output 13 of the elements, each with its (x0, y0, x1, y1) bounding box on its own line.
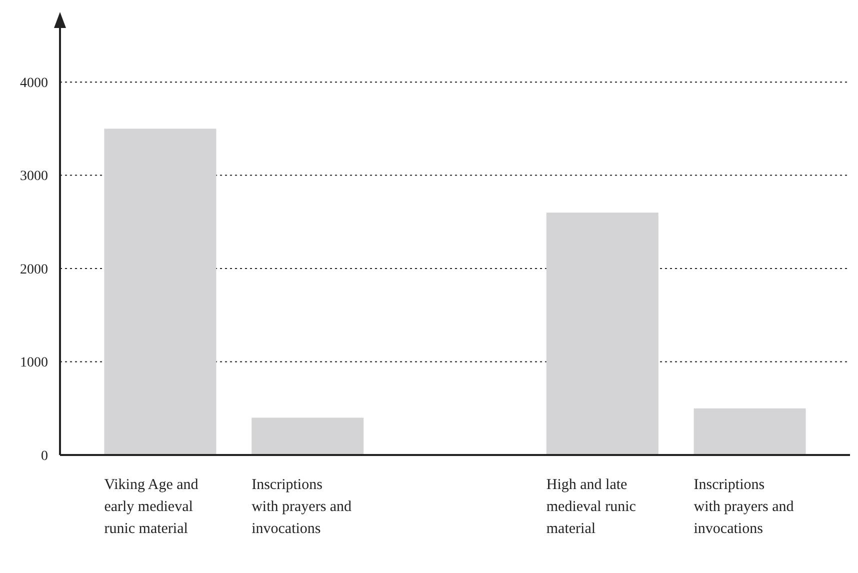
y-tick-label: 2000 (20, 262, 48, 278)
bar (252, 418, 364, 455)
x-tick-label: Inscriptions with prayers and invocations (252, 477, 352, 537)
bar (694, 408, 806, 455)
x-tick-label: Viking Age and early medieval runic material (104, 477, 199, 537)
y-tick-label: 3000 (20, 169, 48, 184)
y-tick-label: 4000 (20, 76, 48, 91)
y-tick-label: 1000 (20, 356, 48, 371)
bar (104, 128, 216, 455)
bar (546, 212, 658, 455)
y-tick-label: 0 (41, 448, 48, 464)
x-tick-label: High and late medieval runic material (546, 477, 636, 537)
x-tick-label: Inscriptions with prayers and invocations (694, 477, 794, 537)
